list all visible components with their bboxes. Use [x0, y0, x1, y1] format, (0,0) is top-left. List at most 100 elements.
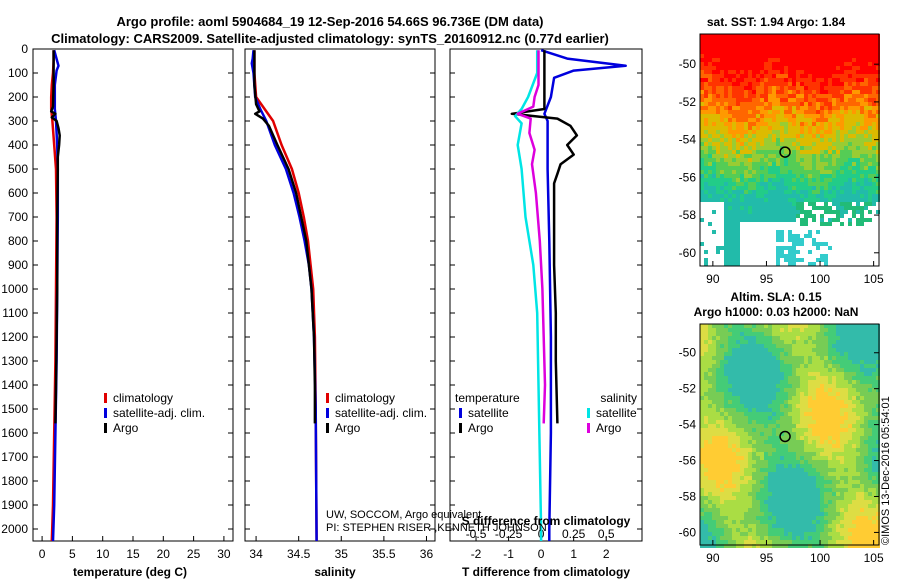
- map-cell: [784, 412, 788, 416]
- map-cell: [804, 114, 808, 118]
- map-cell: [728, 146, 732, 150]
- map-cell: [844, 46, 848, 50]
- map-cell: [844, 62, 848, 66]
- map-cell: [832, 528, 836, 532]
- map-cell: [752, 512, 756, 516]
- map-cell: [792, 70, 796, 74]
- map-cell: [788, 364, 792, 368]
- map-cell: [744, 468, 748, 472]
- map-cell: [860, 154, 864, 158]
- map-cell: [828, 162, 832, 166]
- map-cell: [816, 42, 820, 46]
- map-cell: [776, 162, 780, 166]
- map-cell: [752, 476, 756, 480]
- map-cell: [876, 114, 880, 118]
- map-cell: [752, 516, 756, 520]
- map-cell: [764, 384, 768, 388]
- map-cell: [736, 42, 740, 46]
- map-cell: [768, 348, 772, 352]
- map-cell: [836, 94, 840, 98]
- map-cell: [844, 198, 848, 202]
- map-cell: [876, 166, 880, 170]
- map-cell: [752, 190, 756, 194]
- map-cell: [840, 468, 844, 472]
- map-cell: [860, 222, 864, 226]
- map-cell: [788, 492, 792, 496]
- map-cell: [732, 512, 736, 516]
- map-cell: [812, 78, 816, 82]
- map-cell: [860, 134, 864, 138]
- map-cell: [720, 198, 724, 202]
- map-cell: [732, 432, 736, 436]
- map-cell: [764, 408, 768, 412]
- map-cell: [872, 404, 876, 408]
- map-cell: [716, 54, 720, 58]
- map-cell: [732, 396, 736, 400]
- map-cell: [876, 102, 880, 106]
- map-cell: [732, 364, 736, 368]
- map-cell: [812, 262, 816, 266]
- map-cell: [708, 496, 712, 500]
- map-cell: [812, 182, 816, 186]
- map-cell: [704, 508, 708, 512]
- map-cell: [820, 364, 824, 368]
- map-cell: [712, 178, 716, 182]
- map-cell: [876, 82, 880, 86]
- map-cell: [708, 384, 712, 388]
- map-cell: [836, 194, 840, 198]
- map-cell: [744, 134, 748, 138]
- map-cell: [868, 328, 872, 332]
- map-cell: [860, 158, 864, 162]
- map-cell: [804, 528, 808, 532]
- map-cell: [800, 372, 804, 376]
- map-cell: [728, 500, 732, 504]
- map-cell: [848, 178, 852, 182]
- map-cell: [712, 388, 716, 392]
- map-cell: [836, 448, 840, 452]
- map-cell: [784, 380, 788, 384]
- map-cell: [832, 368, 836, 372]
- map-cell: [752, 90, 756, 94]
- map-cell: [780, 328, 784, 332]
- map-cell: [848, 82, 852, 86]
- map-cell: [756, 416, 760, 420]
- map-y-tick-label: -54: [679, 133, 697, 147]
- map-cell: [756, 142, 760, 146]
- map-cell: [776, 528, 780, 532]
- map-cell: [700, 142, 704, 146]
- map-cell: [876, 528, 880, 532]
- map-cell: [808, 170, 812, 174]
- map-cell: [728, 202, 732, 206]
- map-cell: [756, 190, 760, 194]
- map-cell: [852, 444, 856, 448]
- map-cell: [868, 82, 872, 86]
- map-cell: [704, 154, 708, 158]
- map-cell: [864, 428, 868, 432]
- map-cell: [704, 146, 708, 150]
- map-cell: [852, 332, 856, 336]
- map-cell: [840, 364, 844, 368]
- map-cell: [820, 182, 824, 186]
- map-cell: [828, 504, 832, 508]
- map-cell: [796, 162, 800, 166]
- map-cell: [716, 388, 720, 392]
- map-cell: [812, 94, 816, 98]
- map-cell: [852, 126, 856, 130]
- map-cell: [840, 500, 844, 504]
- map-cell: [712, 34, 716, 38]
- map-cell: [824, 356, 828, 360]
- map-cell: [784, 480, 788, 484]
- map-cell: [736, 484, 740, 488]
- map-cell: [828, 364, 832, 368]
- map-cell: [732, 380, 736, 384]
- map-cell: [712, 332, 716, 336]
- map-cell: [772, 384, 776, 388]
- map-cell: [804, 356, 808, 360]
- map-cell: [852, 352, 856, 356]
- map-cell: [740, 396, 744, 400]
- map-cell: [812, 544, 816, 548]
- map-cell: [728, 222, 732, 226]
- map-cell: [828, 440, 832, 444]
- map-cell: [836, 524, 840, 528]
- map-cell: [744, 500, 748, 504]
